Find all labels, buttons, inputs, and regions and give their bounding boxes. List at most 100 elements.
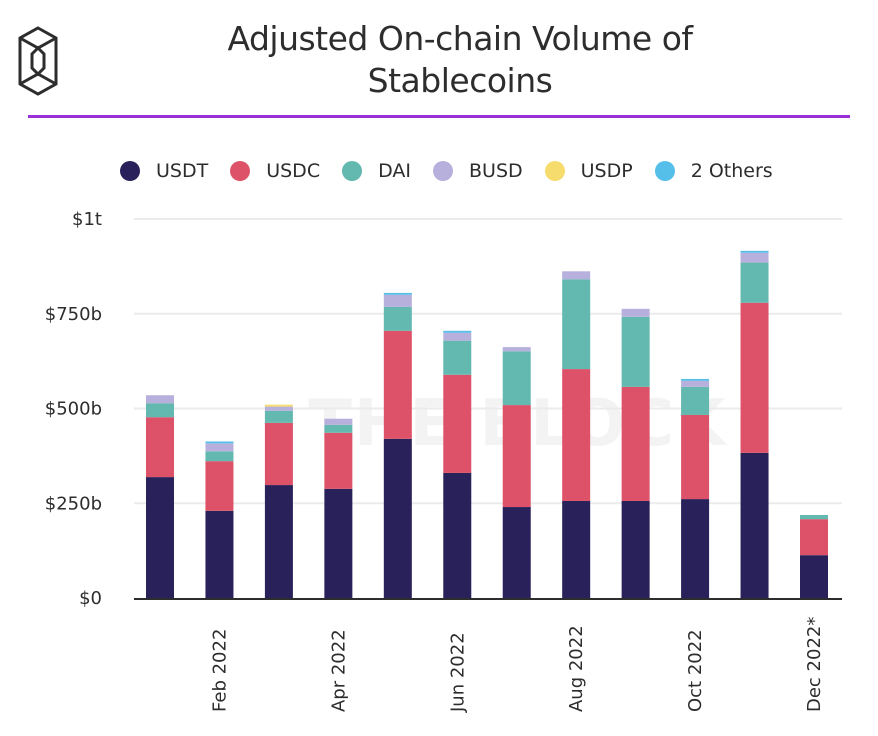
bar-segment-busd[interactable]: Nov 2022 — BUSD: $26b [740,252,769,263]
bar-segment-busd[interactable]: Sep 2022 — BUSD: $21b [621,308,650,317]
legend-swatch [544,161,565,181]
bar-segment-usdc[interactable]: May 2022 — USDC: $285b [383,330,412,439]
bar-stack[interactable]: Mar 2022 — USDT: $298bMar 2022 — USDC: $… [264,404,293,598]
bar-segment-usdt[interactable]: Nov 2022 — USDT: $383b [740,452,769,598]
bar-segment-usdt[interactable]: Mar 2022 — USDT: $298b [264,485,293,598]
x-tick-label: Feb 2022 [209,629,230,712]
bar-stack[interactable]: Apr 2022 — USDT: $288bApr 2022 — USDC: $… [324,418,353,598]
bar-segment-usdt[interactable]: Sep 2022 — USDT: $256b [621,500,650,598]
x-tick-label: Oct 2022 [685,629,706,712]
bar-segment-usdp[interactable]: Mar 2022 — USDP: $5b [264,404,293,407]
x-tick-label: Apr 2022 [328,629,349,712]
bar-segment-dai[interactable]: Dec 2022* — DAI: $11b [800,514,828,520]
bar-segment-busd[interactable]: Jan 2022 — BUSD: $21b [146,395,174,404]
bar-segment-usdt[interactable]: Jul 2022 — USDT: $240b [502,507,531,598]
chart-title-line-1: Adjusted On-chain Volume of [227,19,693,58]
x-tick-label: Jun 2022 [447,632,468,713]
legend-label: DAI [378,160,411,182]
bar-segment-dai[interactable]: Nov 2022 — DAI: $106b [740,262,769,303]
bar-segment-busd[interactable]: May 2022 — BUSD: $32b [383,294,412,307]
bar-segment-busd[interactable]: Mar 2022 — BUSD: $11b [264,406,293,411]
bar-stack[interactable]: May 2022 — USDT: $420bMay 2022 — USDC: $… [383,292,412,598]
legend-label: USDP [580,160,633,182]
bar-segment-dai[interactable]: Jan 2022 — DAI: $37b [146,403,174,418]
legend-item-2-others[interactable]: 2 Others [654,160,773,182]
chart-title: Adjusted On-chain Volume of Stablecoins [150,18,770,102]
legend-item-usdc[interactable]: USDC [230,160,320,182]
bar-segment-dai[interactable]: Aug 2022 — DAI: $237b [562,279,591,370]
y-tick-label: $750b [45,304,102,325]
legend-swatch [433,161,453,181]
bar-segment-usdc[interactable]: Apr 2022 — USDC: $148b [324,432,353,489]
legend-label: BUSD [469,160,523,182]
bar-segment-busd[interactable]: Aug 2022 — BUSD: $21b [562,271,591,280]
bar-segment-usdt[interactable]: Jun 2022 — USDT: $330b [443,472,472,598]
bar-segment-usdc[interactable]: Sep 2022 — USDC: $301b [621,386,650,501]
bar-segment-usdc[interactable]: Jan 2022 — USDC: $158b [146,417,174,478]
legend-swatch [120,161,140,181]
bar-segment-usdc[interactable]: Dec 2022* — USDC: $95b [800,519,828,556]
bar-segment-usdt[interactable]: May 2022 — USDT: $420b [383,438,412,598]
bar-segment-dai[interactable]: May 2022 — DAI: $63b [383,306,412,331]
bar-segment-dai[interactable]: Jun 2022 — DAI: $90b [443,340,472,375]
bar-segment-busd[interactable]: Feb 2022 — BUSD: $21b [205,443,234,452]
bar-segment-2-others[interactable]: Jun 2022 — 2 Others: $5b [443,330,472,333]
bar-stack[interactable]: Dec 2022* — USDT: $113bDec 2022* — USDC:… [800,514,828,598]
bar-stack[interactable]: Sep 2022 — USDT: $256bSep 2022 — USDC: $… [621,308,650,598]
bar-segment-dai[interactable]: Apr 2022 — DAI: $21b [324,424,353,433]
bar-segment-busd[interactable]: Oct 2022 — BUSD: $16b [681,380,710,387]
bar-segment-usdt[interactable]: Jan 2022 — USDT: $319b [146,477,174,598]
bar-segment-busd[interactable]: Jun 2022 — BUSD: $21b [443,332,472,341]
bar-segment-dai[interactable]: Feb 2022 — DAI: $26b [205,451,234,462]
y-tick-label: $0 [79,588,102,609]
bar-stack[interactable]: Jun 2022 — USDT: $330bJun 2022 — USDC: $… [443,330,472,598]
bar-segment-busd[interactable]: Apr 2022 — BUSD: $16b [324,418,353,425]
bar-segment-dai[interactable]: Oct 2022 — DAI: $74b [681,386,710,415]
bar-segment-usdt[interactable]: Feb 2022 — USDT: $230b [205,510,234,598]
legend-swatch [654,161,675,181]
y-tick-label: $250b [45,493,102,514]
bar-stack[interactable]: Nov 2022 — USDT: $383bNov 2022 — USDC: $… [740,250,769,598]
bar-segment-2-others[interactable]: Nov 2022 — 2 Others: $5b [740,250,769,253]
bar-stack[interactable]: Jul 2022 — USDT: $240bJul 2022 — USDC: $… [502,347,531,598]
title-divider [28,115,850,118]
chart-title-line-2: Stablecoins [367,61,553,100]
bar-segment-dai[interactable]: Sep 2022 — DAI: $185b [621,316,650,387]
bar-segment-2-others[interactable]: Feb 2022 — 2 Others: $5b [205,441,234,444]
bar-stack[interactable]: Aug 2022 — USDT: $256bAug 2022 — USDC: $… [562,271,591,598]
legend-item-usdp[interactable]: USDP [544,160,633,182]
legend-item-busd[interactable]: BUSD [433,160,523,182]
bar-segment-usdc[interactable]: Jul 2022 — USDC: $269b [502,405,531,508]
legend-item-usdt[interactable]: USDT [120,160,208,182]
bar-stack[interactable]: Feb 2022 — USDT: $230bFeb 2022 — USDC: $… [205,441,234,598]
bar-segment-usdt[interactable]: Dec 2022* — USDT: $113b [800,555,828,598]
bar-segment-usdc[interactable]: Nov 2022 — USDC: $396b [740,302,769,453]
bar-stack[interactable]: Oct 2022 — USDT: $261bOct 2022 — USDC: $… [681,378,710,598]
bar-segment-usdt[interactable]: Apr 2022 — USDT: $288b [324,488,353,598]
bar-stack[interactable]: Jan 2022 — USDT: $319bJan 2022 — USDC: $… [146,395,174,598]
legend-item-dai[interactable]: DAI [342,160,411,182]
bar-segment-2-others[interactable]: May 2022 — 2 Others: $5b [383,292,412,295]
bar-segment-usdt[interactable]: Oct 2022 — USDT: $261b [681,499,710,598]
bar-segment-usdc[interactable]: Oct 2022 — USDC: $222b [681,414,710,500]
chart-legend: USDT USDC DAI BUSD USDP 2 Others [120,160,795,182]
legend-swatch [342,161,363,181]
legend-swatch [230,161,251,181]
bar-segment-dai[interactable]: Jul 2022 — DAI: $142b [502,351,531,406]
bar-segment-usdc[interactable]: Jun 2022 — USDC: $259b [443,374,472,473]
y-tick-label: $500b [45,399,102,420]
bar-segment-dai[interactable]: Mar 2022 — DAI: $32b [264,410,293,423]
bar-segment-usdc[interactable]: Mar 2022 — USDC: $164b [264,422,293,486]
legend-label: 2 Others [690,160,773,182]
legend-label: USDT [156,160,209,182]
bar-segment-usdc[interactable]: Aug 2022 — USDC: $348b [562,369,591,501]
bar-segment-usdc[interactable]: Feb 2022 — USDC: $131b [205,461,234,511]
bar-segment-usdt[interactable]: Aug 2022 — USDT: $256b [562,500,591,598]
bar-segment-busd[interactable]: Jul 2022 — BUSD: $11b [502,347,531,352]
x-tick-label: Dec 2022* [804,617,825,712]
bar-segment-2-others[interactable]: Oct 2022 — 2 Others: $5b [681,378,710,381]
y-tick-label: $1t [72,209,102,230]
the-block-logo-icon [18,26,58,96]
x-tick-label: Aug 2022 [566,625,587,712]
